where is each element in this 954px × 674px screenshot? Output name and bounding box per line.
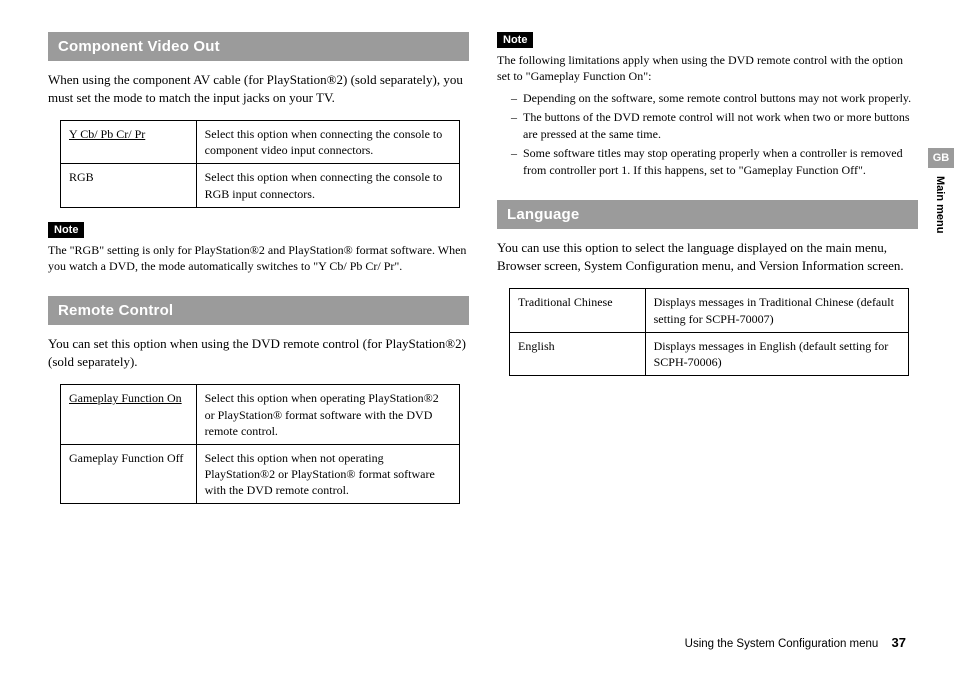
- table-row: Y Cb/ Pb Cr/ Pr Select this option when …: [61, 121, 460, 164]
- option-desc: Select this option when not operating Pl…: [196, 444, 459, 504]
- heading-remote-control: Remote Control: [48, 296, 469, 325]
- table-row: English Displays messages in English (de…: [510, 332, 909, 375]
- note-bullet-list: –Depending on the software, some remote …: [511, 90, 918, 178]
- intro-remote-control: You can set this option when using the D…: [48, 335, 469, 370]
- option-desc: Displays messages in Traditional Chinese…: [645, 289, 908, 332]
- option-label: Traditional Chinese: [510, 289, 646, 332]
- table-component-video-out: Y Cb/ Pb Cr/ Pr Select this option when …: [60, 120, 460, 208]
- option-label: Gameplay Function On: [69, 391, 182, 405]
- page-content: Component Video Out When using the compo…: [0, 0, 954, 538]
- list-item: –Some software titles may stop operating…: [511, 145, 918, 179]
- intro-language: You can use this option to select the la…: [497, 239, 918, 274]
- side-tab: GB Main menu: [928, 148, 954, 233]
- note-badge: Note: [48, 222, 84, 238]
- page-number: 37: [892, 635, 906, 650]
- option-label: English: [510, 332, 646, 375]
- table-row: Traditional Chinese Displays messages in…: [510, 289, 909, 332]
- option-label: RGB: [61, 164, 197, 207]
- side-section-label: Main menu: [928, 168, 946, 233]
- option-desc: Select this option when connecting the c…: [196, 164, 459, 207]
- list-item: –The buttons of the DVD remote control w…: [511, 109, 918, 143]
- table-row: RGB Select this option when connecting t…: [61, 164, 460, 207]
- option-label: Y Cb/ Pb Cr/ Pr: [69, 127, 145, 141]
- page-footer: Using the System Configuration menu 37: [685, 635, 906, 650]
- right-column: Note The following limitations apply whe…: [497, 32, 918, 518]
- bullet-text: The buttons of the DVD remote control wi…: [523, 109, 918, 143]
- left-column: Component Video Out When using the compo…: [48, 32, 469, 518]
- note-lead-text: The following limitations apply when usi…: [497, 52, 918, 84]
- list-item: –Depending on the software, some remote …: [511, 90, 918, 107]
- option-desc: Displays messages in English (default se…: [645, 332, 908, 375]
- table-remote-control: Gameplay Function On Select this option …: [60, 384, 460, 504]
- footer-text: Using the System Configuration menu: [685, 638, 879, 650]
- table-row: Gameplay Function Off Select this option…: [61, 444, 460, 504]
- option-label: Gameplay Function Off: [61, 444, 197, 504]
- note-badge: Note: [497, 32, 533, 48]
- region-code-badge: GB: [928, 148, 954, 168]
- option-desc: Select this option when connecting the c…: [196, 121, 459, 164]
- heading-component-video-out: Component Video Out: [48, 32, 469, 61]
- heading-language: Language: [497, 200, 918, 229]
- intro-component-video-out: When using the component AV cable (for P…: [48, 71, 469, 106]
- table-language: Traditional Chinese Displays messages in…: [509, 288, 909, 376]
- note-text-rgb: The "RGB" setting is only for PlayStatio…: [48, 242, 469, 274]
- bullet-text: Depending on the software, some remote c…: [523, 90, 911, 107]
- table-row: Gameplay Function On Select this option …: [61, 385, 460, 445]
- bullet-text: Some software titles may stop operating …: [523, 145, 918, 179]
- option-desc: Select this option when operating PlaySt…: [196, 385, 459, 445]
